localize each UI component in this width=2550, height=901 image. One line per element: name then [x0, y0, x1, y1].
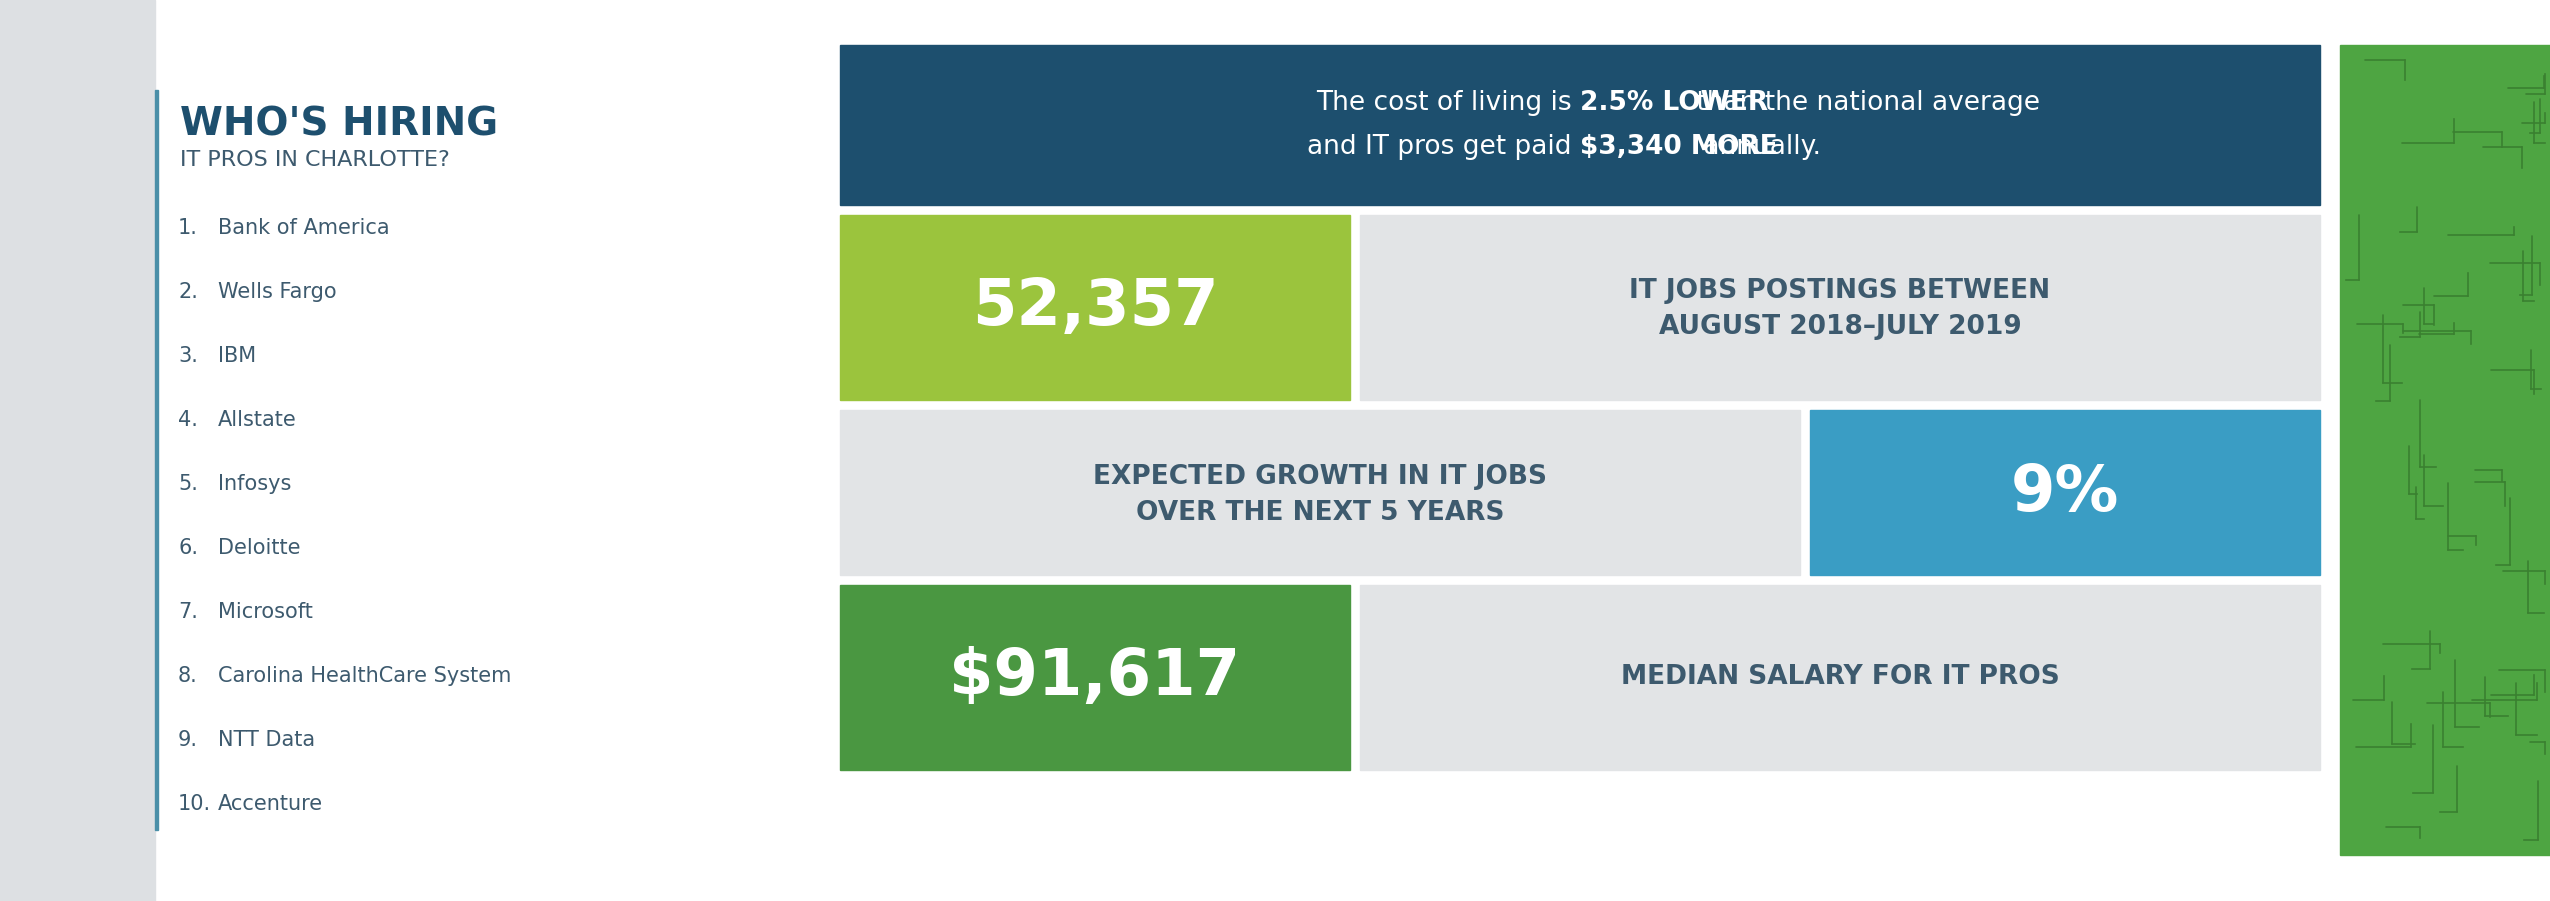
- Text: OVER THE NEXT 5 YEARS: OVER THE NEXT 5 YEARS: [1135, 499, 1504, 525]
- Text: AUGUST 2018–JULY 2019: AUGUST 2018–JULY 2019: [1658, 314, 2022, 341]
- Text: Infosys: Infosys: [217, 474, 291, 494]
- Bar: [1359, 585, 2320, 770]
- Text: 7.: 7.: [179, 602, 199, 622]
- Text: Accenture: Accenture: [217, 794, 324, 814]
- Text: than the national average: than the national average: [1688, 90, 2040, 116]
- Text: Microsoft: Microsoft: [217, 602, 314, 622]
- Text: 10.: 10.: [179, 794, 212, 814]
- Text: MEDIAN SALARY FOR IT PROS: MEDIAN SALARY FOR IT PROS: [1622, 665, 2060, 690]
- Bar: [839, 45, 2320, 205]
- Bar: [2341, 45, 2550, 855]
- Bar: [839, 585, 1349, 770]
- Text: annually.: annually.: [1696, 134, 1821, 160]
- Text: $3,340 MORE: $3,340 MORE: [1581, 134, 1777, 160]
- Text: and IT pros get paid: and IT pros get paid: [1308, 134, 1581, 160]
- Text: 6.: 6.: [179, 538, 199, 558]
- Bar: [156, 90, 158, 830]
- Text: 2.: 2.: [179, 282, 199, 302]
- Text: 52,357: 52,357: [972, 277, 1219, 339]
- Text: IBM: IBM: [217, 346, 255, 366]
- Text: Deloitte: Deloitte: [217, 538, 301, 558]
- Text: 2.5% LOWER: 2.5% LOWER: [1581, 90, 1767, 116]
- Bar: [0, 0, 156, 901]
- Text: NTT Data: NTT Data: [217, 730, 316, 750]
- Bar: [1810, 410, 2320, 575]
- Text: 4.: 4.: [179, 410, 199, 430]
- Text: Bank of America: Bank of America: [217, 218, 390, 238]
- Text: Carolina HealthCare System: Carolina HealthCare System: [217, 666, 513, 686]
- Text: $91,617: $91,617: [949, 647, 1239, 708]
- Bar: [839, 215, 1349, 400]
- Text: 5.: 5.: [179, 474, 199, 494]
- Text: 1.: 1.: [179, 218, 199, 238]
- Text: IT JOBS POSTINGS BETWEEN: IT JOBS POSTINGS BETWEEN: [1629, 278, 2050, 305]
- Text: 9%: 9%: [2012, 461, 2119, 523]
- Text: The cost of living is: The cost of living is: [1316, 90, 1581, 116]
- Bar: [1359, 215, 2320, 400]
- Text: 8.: 8.: [179, 666, 199, 686]
- Text: Allstate: Allstate: [217, 410, 296, 430]
- Text: 9.: 9.: [179, 730, 199, 750]
- Text: 3.: 3.: [179, 346, 199, 366]
- Text: IT PROS IN CHARLOTTE?: IT PROS IN CHARLOTTE?: [181, 150, 449, 170]
- Text: WHO'S HIRING: WHO'S HIRING: [181, 105, 497, 143]
- Text: EXPECTED GROWTH IN IT JOBS: EXPECTED GROWTH IN IT JOBS: [1094, 463, 1548, 489]
- Bar: [839, 410, 1800, 575]
- Text: Wells Fargo: Wells Fargo: [217, 282, 337, 302]
